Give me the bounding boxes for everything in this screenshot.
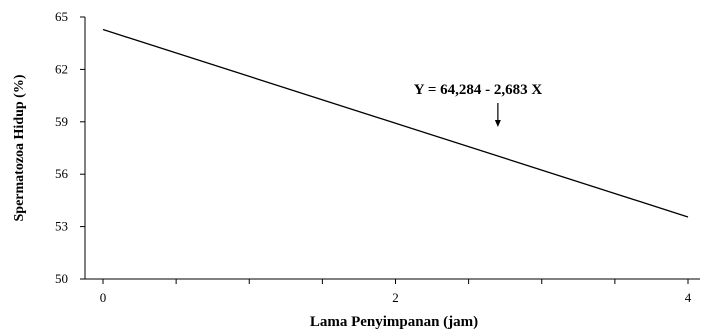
y-axis-title: Spermatozoa Hidup (%) xyxy=(12,74,27,221)
y-tick-label: 50 xyxy=(55,271,68,286)
x-tick-label: 0 xyxy=(100,290,107,305)
x-ticks: 0 2 4 xyxy=(100,279,692,305)
series-layer xyxy=(102,28,689,218)
regression-equation: Y = 64,284 - 2,683 X xyxy=(414,82,543,98)
y-tick-label: 65 xyxy=(55,9,68,24)
y-ticks: 50 53 56 59 62 65 xyxy=(55,9,85,286)
y-tick-label: 62 xyxy=(55,61,68,76)
x-axis-title: Lama Penyimpanan (jam) xyxy=(310,314,478,329)
x-tick-label: 2 xyxy=(392,290,399,305)
y-tick-label: 53 xyxy=(55,219,68,234)
annotation-arrow xyxy=(494,103,501,127)
regression-line xyxy=(102,28,689,218)
y-tick-label: 59 xyxy=(55,114,68,129)
y-tick-label: 56 xyxy=(55,166,69,181)
x-tick-label: 4 xyxy=(685,290,692,305)
